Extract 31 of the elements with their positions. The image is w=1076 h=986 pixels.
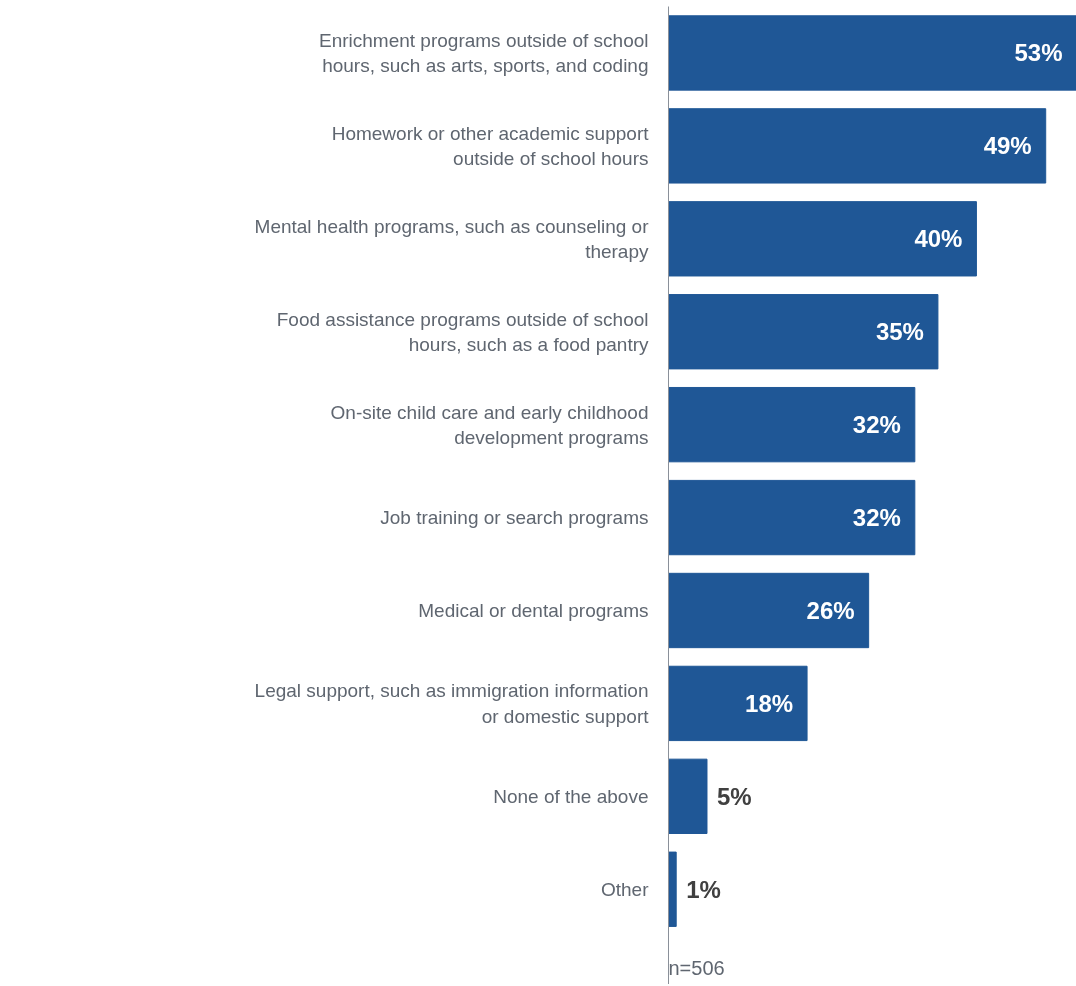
- bar: [668, 665, 808, 742]
- data-label: 26%: [806, 596, 855, 624]
- bar: [668, 15, 1076, 91]
- bar: [668, 294, 939, 370]
- annotation: n=506: [668, 957, 725, 980]
- y-tick-label: Legal support, such as immigration information or domestic support: [254, 680, 650, 727]
- bar: [668, 572, 870, 649]
- data-label: 32%: [852, 504, 901, 532]
- data-label: 53%: [1014, 39, 1063, 67]
- bar: [668, 851, 677, 927]
- bar: [668, 386, 916, 463]
- bar: [668, 108, 1047, 184]
- y-tick-label: Medical or dental programs: [418, 599, 649, 621]
- data-label: 5%: [716, 782, 752, 810]
- bar: [668, 479, 916, 556]
- y-tick-label: Food assistance programs outside of school hours, such as a food pantry: [276, 308, 649, 355]
- y-tick-label: Homework or other academic support outside of school hours: [331, 122, 650, 169]
- y-tick-label: Mental health programs, such as counseling or therapy: [254, 215, 650, 262]
- data-label: 49%: [983, 132, 1032, 160]
- data-label: 18%: [745, 689, 794, 717]
- y-tick-label: On-site child care and early childhood development programs: [330, 401, 649, 448]
- y-tick-label: Enrichment programs outside of school hours, such as arts, sports, and coding: [319, 29, 649, 77]
- data-label: 35%: [875, 318, 924, 346]
- bar: [668, 758, 708, 834]
- y-tick-label: Job training or search programs: [380, 507, 649, 529]
- y-tick-label: Other: [600, 878, 650, 900]
- data-label: 40%: [914, 225, 963, 253]
- data-label: 32%: [852, 411, 901, 439]
- bar: [668, 201, 977, 277]
- data-label: 1%: [686, 875, 721, 903]
- y-tick-label: None of the above: [493, 785, 649, 807]
